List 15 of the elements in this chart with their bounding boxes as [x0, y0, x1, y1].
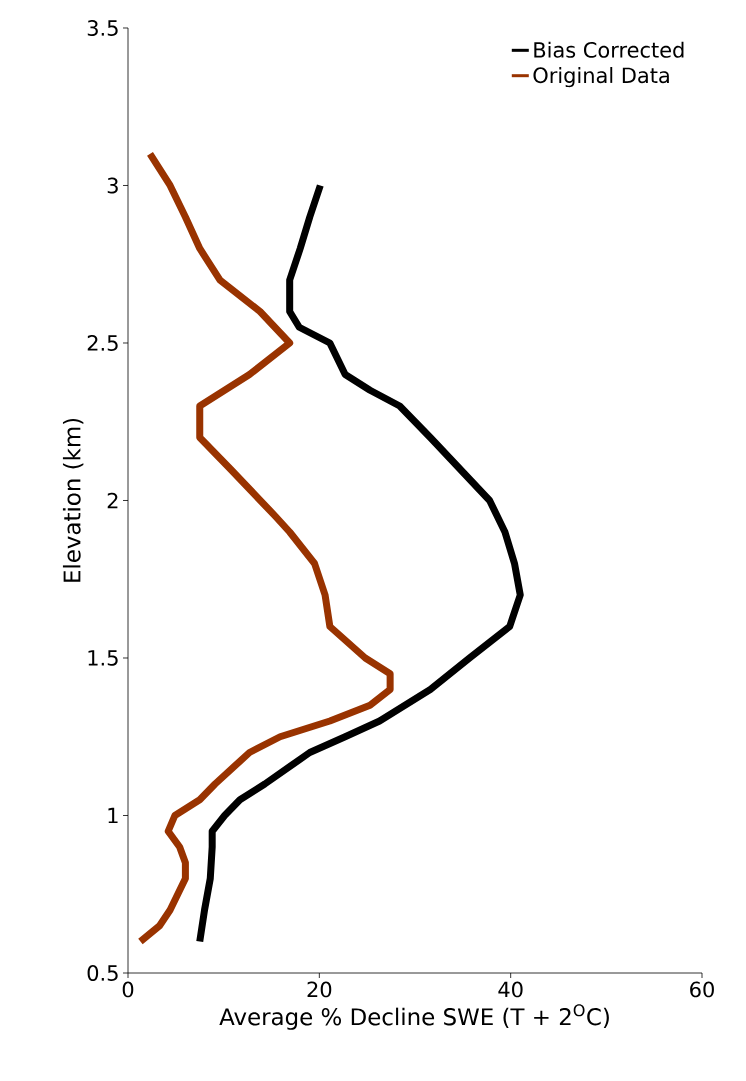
y-tick-label: 2.5: [87, 335, 118, 351]
y-tick-label: 3: [107, 177, 118, 194]
legend-label: Bias Corrected: [534, 41, 684, 58]
y-tick-label: 2: [107, 492, 118, 509]
x-tick-label: 0: [122, 981, 134, 998]
x-tick-label: 20: [307, 981, 332, 998]
y-tick-label: 1: [108, 807, 118, 824]
y-tick-label: 3.5: [87, 20, 118, 36]
y-tick-label: 0.5: [87, 965, 118, 981]
y-tick-label: 1.5: [88, 650, 118, 666]
x-axis-title: Average % Decline SWE (T + 2$^{O}$C): [219, 1004, 609, 1030]
y-axis-title: Elevation (km): [62, 418, 84, 582]
x-tick-label: 40: [498, 981, 523, 998]
x-tick-label: 60: [690, 981, 714, 998]
legend-label: Original Data: [533, 67, 669, 88]
